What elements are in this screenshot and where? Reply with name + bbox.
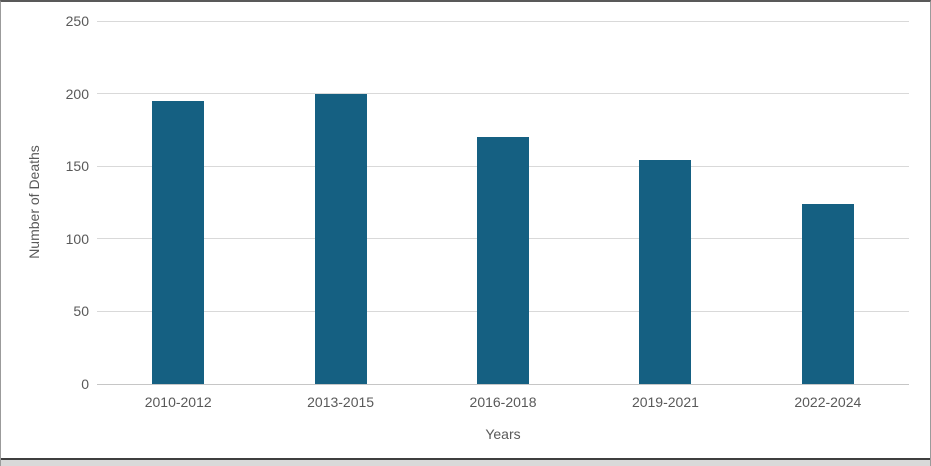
bar-slot [584, 21, 746, 384]
bar [152, 100, 205, 384]
y-tick-label: 150 [65, 158, 89, 175]
x-category-label: 2016-2018 [469, 394, 537, 410]
y-tick-label: 200 [65, 85, 89, 102]
bottom-border [1, 458, 930, 466]
gridline [97, 93, 909, 95]
x-category-label: 2022-2024 [794, 394, 862, 410]
y-tick-label: 50 [73, 303, 89, 320]
bar [801, 203, 854, 384]
x-category-label: 2013-2015 [307, 394, 375, 410]
y-tick-label: 250 [65, 13, 89, 29]
bar [314, 93, 367, 384]
y-tick-label: 0 [81, 376, 89, 392]
x-axis-category-labels: 2010-2012 2013-2015 2016-2018 2019-2021 2022… [97, 394, 909, 410]
bar-slot [97, 21, 259, 384]
bar-slot [422, 21, 584, 384]
x-axis-title: Years [485, 426, 521, 442]
bar-series [97, 21, 909, 384]
bar-slot [747, 21, 909, 384]
bar [639, 160, 692, 384]
y-tick-label: 100 [65, 230, 89, 247]
bar [477, 137, 530, 384]
x-category-label: 2010-2012 [144, 394, 212, 410]
plot-area [97, 20, 909, 385]
gridline [97, 20, 909, 22]
bar-slot [259, 21, 421, 384]
x-category-label: 2019-2021 [631, 394, 699, 410]
x-axis-line [97, 384, 909, 385]
